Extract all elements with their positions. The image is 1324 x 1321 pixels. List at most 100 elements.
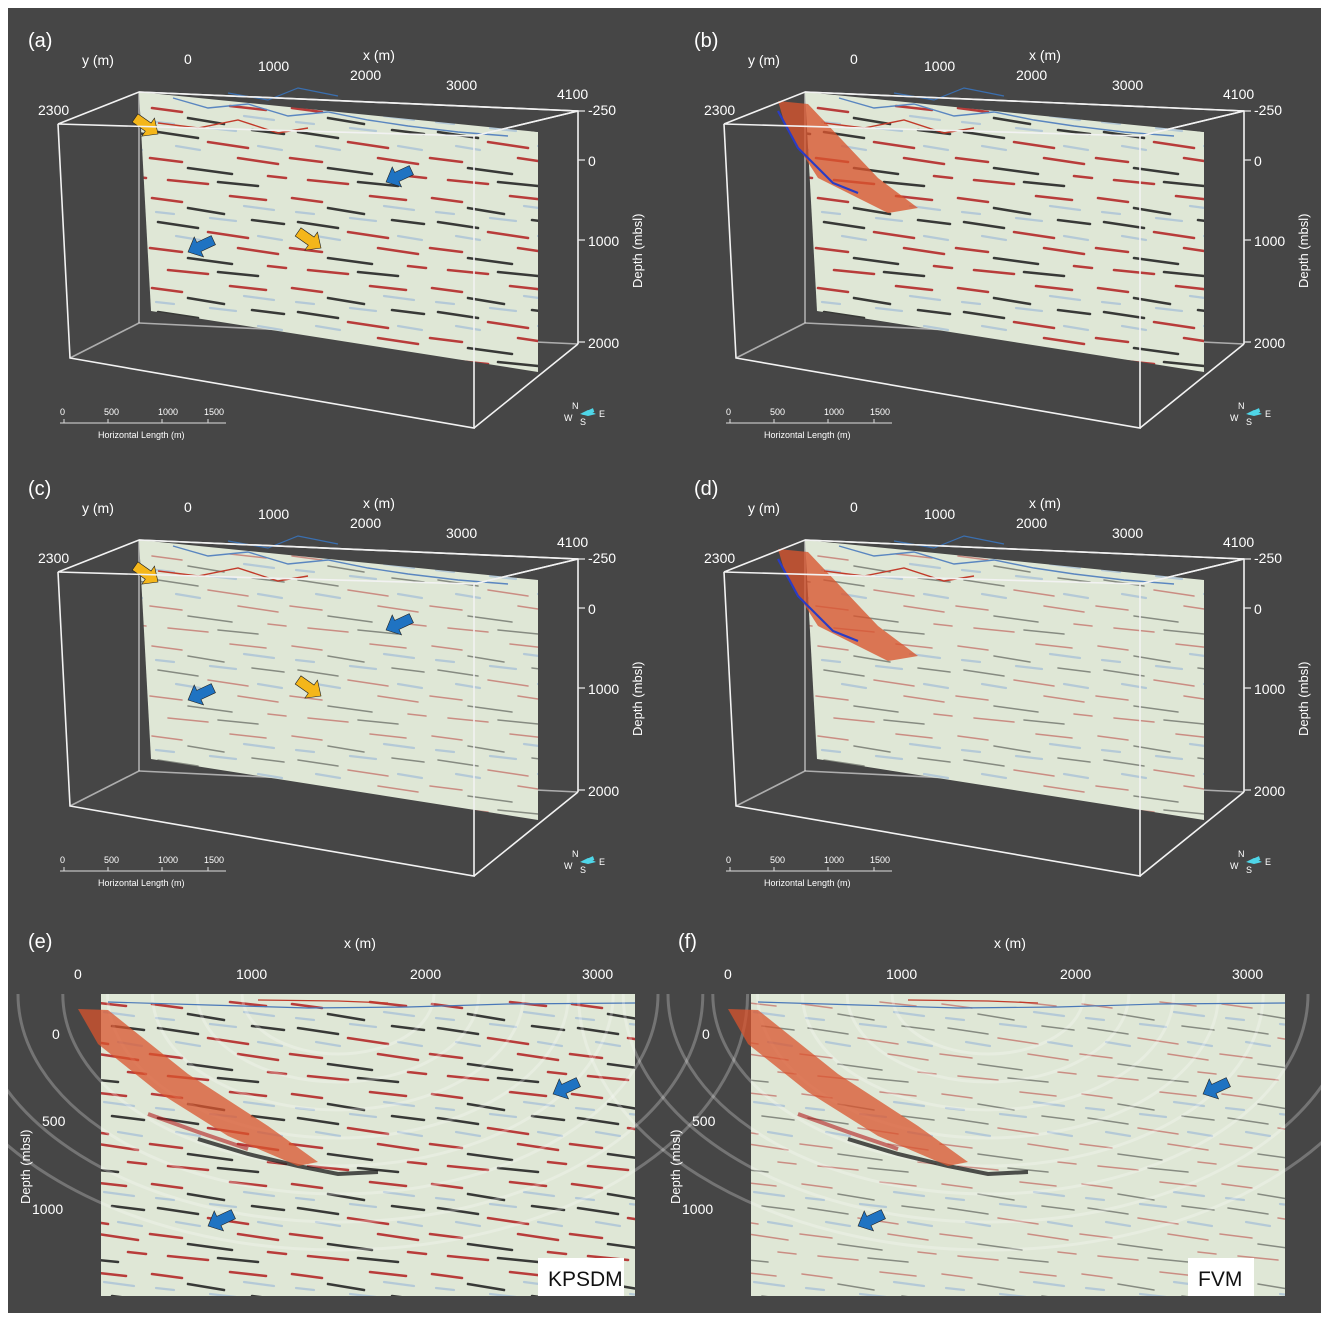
compass-needle xyxy=(582,856,595,863)
x-tick-label: 2000 xyxy=(350,67,381,83)
compass-s: S xyxy=(1246,417,1252,427)
scalebar-tick-label: 500 xyxy=(770,855,785,865)
arrow-shape xyxy=(294,227,322,251)
x-tick-label: 2000 xyxy=(410,966,441,982)
y-tick-label: 2300 xyxy=(38,102,69,118)
surface-trace xyxy=(907,999,1039,1004)
surface-trace xyxy=(107,1001,636,1009)
migration-arc xyxy=(800,993,1176,1112)
x-tick-label: 1000 xyxy=(886,966,917,982)
scalebar-tick-label: 0 xyxy=(60,407,65,417)
migration-arc xyxy=(711,993,1265,1168)
panel-3d: (c) y (m) x (m) 0 1000 2000 3000 4100 2300 -250 0 1… xyxy=(28,478,645,888)
panel-label: (e) xyxy=(28,931,52,953)
y-axis-label: y (m) xyxy=(82,52,114,68)
panel-3d: (d) y (m) x (m) 0 1000 2000 3000 4100 2300 -250 0 1… xyxy=(694,478,1311,888)
x-axis-label: x (m) xyxy=(1029,47,1061,63)
scalebar-tick-label: 1000 xyxy=(158,855,178,865)
scalebar-tick-label: 0 xyxy=(726,855,731,865)
surface-trace xyxy=(838,97,1175,137)
compass-n: N xyxy=(572,849,579,859)
x-axis-label: x (m) xyxy=(344,935,376,951)
x-tick-label: 4100 xyxy=(557,534,588,550)
arrow-shape xyxy=(131,113,159,137)
method-label: FVM xyxy=(1198,1268,1242,1291)
compass-w: W xyxy=(1230,861,1239,871)
x-axis-label: x (m) xyxy=(363,47,395,63)
arrow-shape xyxy=(207,1209,236,1232)
fault-plane xyxy=(728,1009,968,1166)
compass-icon: NW E S xyxy=(564,849,605,875)
blue-arrow xyxy=(187,235,216,258)
depth-tick-label: 2000 xyxy=(588,783,619,799)
depth-tick-label: 1000 xyxy=(588,233,619,249)
depth-tick-label: -250 xyxy=(588,550,616,566)
compass-needle xyxy=(582,408,595,415)
blue-arrow xyxy=(207,1209,236,1232)
migration-arc xyxy=(16,993,660,1196)
migration-arc xyxy=(8,993,705,1224)
depth-axis-label: Depth (mbsl) xyxy=(18,1130,33,1204)
seismic-section xyxy=(805,540,1204,820)
migration-arc xyxy=(621,993,1321,1224)
box-edge-back xyxy=(735,322,806,359)
figure-canvas: (a) y (m) x (m) 0 1000 2000 3000 4100 2300 -250 0 1… xyxy=(8,30,1321,1296)
seismic-section xyxy=(101,994,635,1296)
scalebar-tick-label: 500 xyxy=(104,855,119,865)
x-tick-label: 3000 xyxy=(1112,77,1143,93)
seismic-section xyxy=(139,92,538,372)
fault-plane xyxy=(778,101,918,213)
compass-s: S xyxy=(1246,865,1252,875)
depth-axis-label: Depth (mbsl) xyxy=(1296,214,1311,288)
migration-arc xyxy=(666,993,1310,1196)
scalebar-label: Horizontal Length (m) xyxy=(764,430,851,440)
x-tick-label: 4100 xyxy=(1223,86,1254,102)
blue-arrow xyxy=(187,683,216,706)
arrow-shape xyxy=(131,561,159,585)
panel-label: (a) xyxy=(28,30,52,52)
compass-w: W xyxy=(1230,413,1239,423)
x-tick-label: 1000 xyxy=(258,58,289,74)
strong-reflector xyxy=(147,1112,249,1151)
compass-needle xyxy=(1248,408,1261,415)
x-tick-label: 1000 xyxy=(258,506,289,522)
arrow-shape xyxy=(187,683,216,706)
y-tick-label: 2300 xyxy=(704,550,735,566)
depth-tick-label: 1000 xyxy=(588,681,619,697)
method-label-box xyxy=(538,1258,624,1296)
fault-plane xyxy=(78,1009,318,1166)
y-tick-label: 2300 xyxy=(38,550,69,566)
x-tick-label: 0 xyxy=(74,966,82,982)
depth-tick-label: 0 xyxy=(588,601,596,617)
x-tick-label: 0 xyxy=(184,499,192,515)
compass-icon: NW E S xyxy=(1230,401,1271,427)
method-label: KPSDM xyxy=(548,1268,623,1291)
method-label-box xyxy=(1188,1258,1254,1296)
panel-3d: (b) y (m) x (m) 0 1000 2000 3000 4100 2300 -250 0 1… xyxy=(694,30,1311,440)
box-edge-right xyxy=(1139,791,1245,877)
arrow-shape xyxy=(552,1077,581,1100)
compass-icon: NW E S xyxy=(564,401,605,427)
scalebar-label: Horizontal Length (m) xyxy=(98,430,185,440)
depth-axis-label: Depth (mbsl) xyxy=(630,214,645,288)
depth-tick-label: 1000 xyxy=(1254,233,1285,249)
scalebar-tick-label: 500 xyxy=(770,407,785,417)
compass-n: N xyxy=(1238,401,1245,411)
surface-trace xyxy=(838,545,1175,585)
compass-s: S xyxy=(580,865,586,875)
x-tick-label: 4100 xyxy=(1223,534,1254,550)
yellow-arrow xyxy=(131,113,159,137)
compass-n: N xyxy=(572,401,579,411)
box-front xyxy=(723,571,1141,877)
scalebar-label: Horizontal Length (m) xyxy=(764,878,851,888)
migration-arc xyxy=(890,993,1086,1056)
x-tick-label: 2000 xyxy=(1016,515,1047,531)
scalebar-tick-label: 1500 xyxy=(870,855,890,865)
depth-axis-label: Depth (mbsl) xyxy=(668,1130,683,1204)
arrow-shape xyxy=(187,235,216,258)
seismic-section xyxy=(805,92,1204,372)
depth-tick-label: 0 xyxy=(702,1026,710,1042)
arrow-shape xyxy=(385,613,414,636)
box-edge-right xyxy=(473,343,579,429)
